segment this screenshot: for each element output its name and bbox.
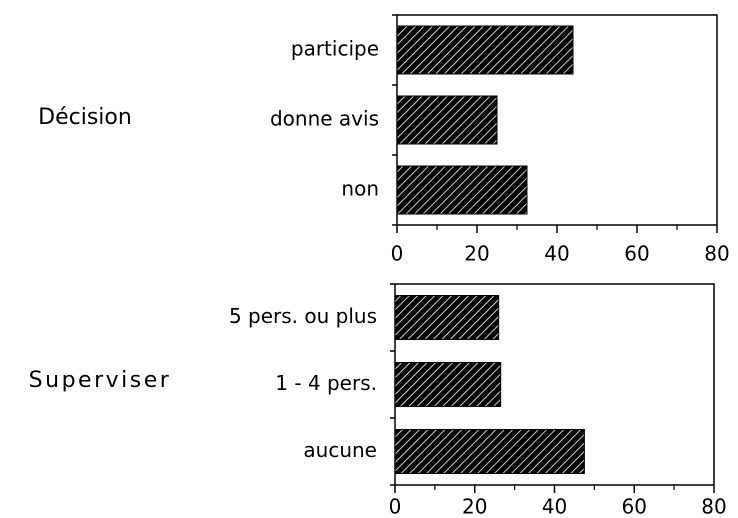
- y-tick-label: aucune: [303, 438, 377, 462]
- x-tick-label: 80: [704, 242, 729, 266]
- y-tick-label: 1 - 4 pers.: [275, 371, 377, 395]
- bar: [396, 25, 574, 75]
- x-tick-label: 0: [389, 495, 402, 518]
- x-tick-label: 60: [624, 242, 649, 266]
- bar: [394, 295, 500, 340]
- y-tick-label: donne avis: [270, 107, 379, 131]
- x-tick-label: 20: [464, 242, 489, 266]
- x-tick-label: 40: [544, 242, 569, 266]
- group-label: Superviser: [29, 368, 172, 393]
- y-tick-label: 5 pers. ou plus: [229, 304, 377, 328]
- x-tick-label: 20: [462, 495, 487, 518]
- bar: [396, 165, 528, 215]
- x-tick-label: 40: [542, 495, 567, 518]
- bar: [394, 362, 502, 407]
- x-tick-label: 60: [622, 495, 647, 518]
- group-label: Décision: [38, 105, 132, 130]
- y-tick-label: participe: [291, 37, 379, 61]
- y-tick-label: non: [341, 177, 379, 201]
- bar: [394, 429, 585, 474]
- bar: [396, 95, 498, 145]
- x-tick-label: 80: [701, 495, 726, 518]
- x-tick-label: 0: [391, 242, 404, 266]
